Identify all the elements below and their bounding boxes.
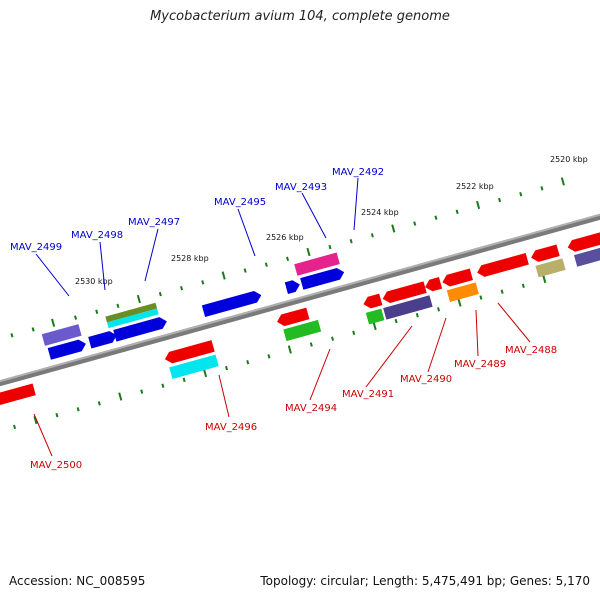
gene-forward-arrow-1[interactable] xyxy=(47,338,88,360)
gene-MAV_2491-arrow[interactable] xyxy=(362,293,383,310)
gene-MAV_2491-box[interactable] xyxy=(365,308,385,325)
gene-MAV_2492-box[interactable] xyxy=(294,252,340,276)
scale-label: 2524 kbp xyxy=(361,208,399,217)
scale-labels: 2530 kbp 2528 kbp 2526 kbp 2524 kbp 2522… xyxy=(75,155,588,286)
scale-label: 2526 kbp xyxy=(266,233,304,242)
gene-MAV_2489-box[interactable] xyxy=(446,282,479,302)
gene-label-MAV_2497[interactable]: MAV_2497 xyxy=(128,217,180,228)
accession-text: Accession: NC_008595 xyxy=(9,574,146,588)
gene-forward-arrow-4[interactable] xyxy=(300,266,346,290)
gene-MAV_2496-arrow[interactable] xyxy=(163,340,215,365)
gene-MAV_2494-arrow[interactable] xyxy=(275,307,310,328)
gene-MAV_2500-arrow[interactable] xyxy=(0,383,36,408)
gene-label-MAV_2491[interactable]: MAV_2491 xyxy=(342,389,394,400)
forward-gene-labels: MAV_2499 MAV_2498 MAV_2497 MAV_2495 MAV_… xyxy=(10,167,384,253)
gene-label-MAV_2500[interactable]: MAV_2500 xyxy=(30,460,82,471)
gene-MAV_2493-arrow[interactable] xyxy=(284,279,302,294)
gene-reverse-arrow-5[interactable] xyxy=(566,228,600,253)
forward-leader-lines xyxy=(35,177,359,297)
upper-tick-row xyxy=(10,177,565,338)
gene-label-MAV_2494[interactable]: MAV_2494 xyxy=(285,403,337,414)
gene-label-MAV_2499[interactable]: MAV_2499 xyxy=(10,242,62,253)
gene-label-MAV_2495[interactable]: MAV_2495 xyxy=(214,197,266,208)
reverse-leader-lines xyxy=(33,302,531,457)
gene-MAV_2497-box[interactable] xyxy=(105,302,158,323)
gene-reverse-arrow-2[interactable] xyxy=(423,277,443,293)
gene-forward-arrow-3[interactable] xyxy=(113,316,168,342)
reverse-gene-labels: MAV_2500 MAV_2496 MAV_2494 MAV_2491 MAV_… xyxy=(30,345,557,471)
reverse-gene-features xyxy=(0,228,600,408)
gene-MAV_2499-box[interactable] xyxy=(41,324,82,346)
gene-label-MAV_2492[interactable]: MAV_2492 xyxy=(332,167,384,178)
scale-label: 2530 kbp xyxy=(75,277,113,286)
gene-reverse-arrow-4[interactable] xyxy=(529,244,560,263)
gene-forward-arrow-2[interactable] xyxy=(88,329,118,349)
gene-label-MAV_2490[interactable]: MAV_2490 xyxy=(400,374,452,385)
scale-label: 2520 kbp xyxy=(550,155,588,164)
gene-reverse-box-khaki[interactable] xyxy=(535,258,566,278)
gene-label-MAV_2496[interactable]: MAV_2496 xyxy=(205,422,257,433)
gene-MAV_2490-box[interactable] xyxy=(383,295,433,320)
scale-label: 2522 kbp xyxy=(456,182,494,191)
gene-reverse-box-slate[interactable] xyxy=(573,243,600,267)
genome-summary-text: Topology: circular; Length: 5,475,491 bp… xyxy=(260,574,590,588)
gene-reverse-arrow-3[interactable] xyxy=(441,268,473,288)
gene-label-MAV_2498[interactable]: MAV_2498 xyxy=(71,230,123,241)
gene-label-MAV_2493[interactable]: MAV_2493 xyxy=(275,182,327,193)
lower-tick-row xyxy=(13,274,547,430)
gene-MAV_2494-box[interactable] xyxy=(283,319,322,342)
gene-MAV_2496-box[interactable] xyxy=(169,354,219,379)
gene-label-MAV_2489[interactable]: MAV_2489 xyxy=(454,359,506,370)
scale-label: 2528 kbp xyxy=(171,254,209,263)
gene-MAV_2488-arrow[interactable] xyxy=(476,252,529,278)
map-title: Mycobacterium avium 104, complete genome xyxy=(150,9,450,24)
gene-MAV_2495-arrow[interactable] xyxy=(201,289,263,317)
gene-reverse-arrow-1[interactable] xyxy=(381,281,427,304)
forward-gene-features xyxy=(41,252,346,360)
gene-label-MAV_2488[interactable]: MAV_2488 xyxy=(505,345,557,356)
